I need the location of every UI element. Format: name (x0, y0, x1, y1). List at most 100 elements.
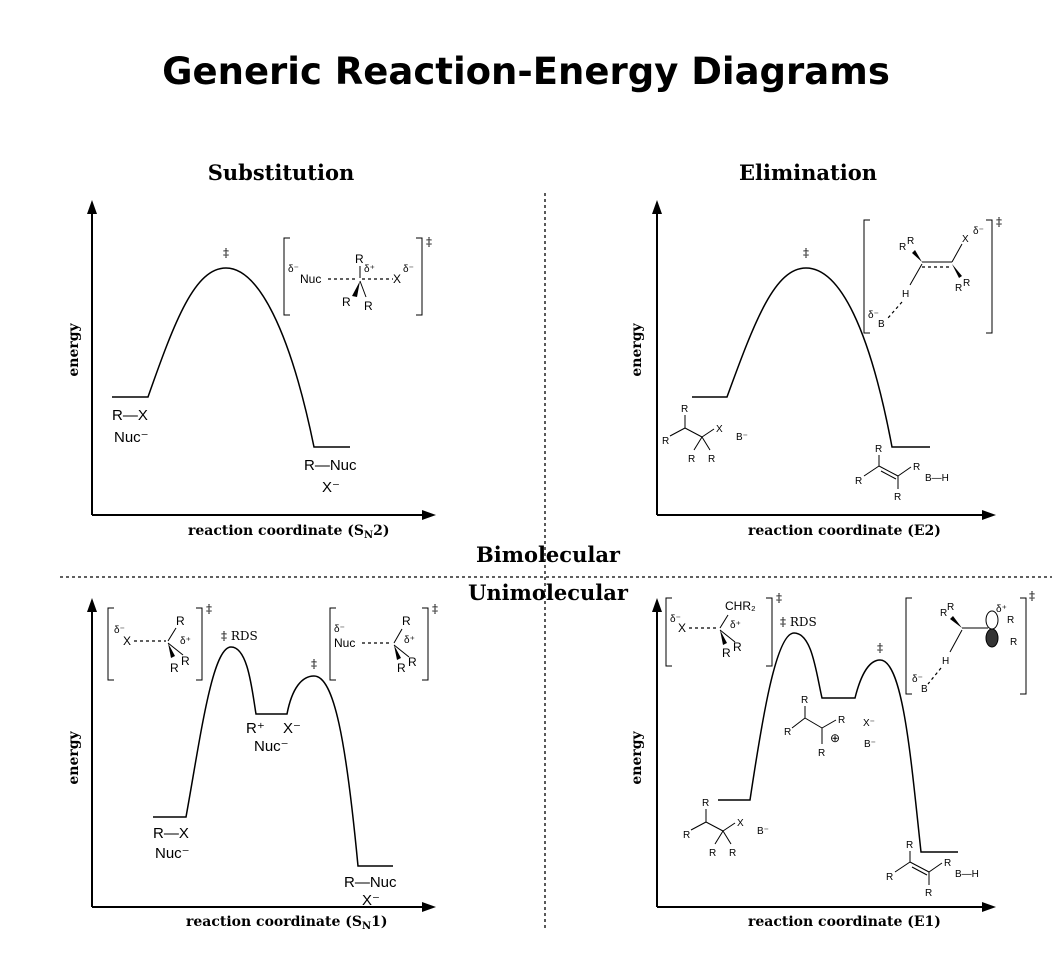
svg-text:B⁻: B⁻ (736, 432, 748, 443)
e1-y-arrow (652, 598, 662, 612)
svg-text:X: X (737, 818, 744, 829)
svg-text:R: R (899, 242, 906, 253)
sn2-product-x: X⁻ (322, 479, 340, 496)
svg-text:R: R (397, 661, 406, 675)
svg-text:R: R (364, 299, 373, 313)
svg-text:X: X (123, 634, 131, 648)
e2-y-arrow (652, 200, 662, 214)
bimolecular-label: Bimolecular (476, 542, 621, 567)
sn1-diagram: energy reaction coordinate (SN1) ‡ RDS ‡… (66, 598, 438, 932)
e1-product-structure: R R R R B—H (886, 840, 979, 899)
svg-text:R: R (801, 695, 808, 706)
sn1-rds-mark: ‡ RDS (221, 629, 258, 643)
svg-text:B: B (921, 684, 928, 695)
sn2-energy-label: energy (66, 322, 82, 376)
svg-text:δ⁻: δ⁻ (973, 226, 984, 237)
e2-ts-mark: ‡ (803, 246, 809, 260)
e1-x-arrow (982, 902, 996, 912)
e1-rds-mark: ‡ RDS (780, 615, 817, 629)
e1-ts2-mark: ‡ (877, 641, 883, 655)
e2-axis-label: reaction coordinate (E2) (748, 523, 941, 539)
svg-text:δ⁺: δ⁺ (364, 264, 375, 275)
svg-text:R: R (342, 295, 351, 309)
svg-text:‡: ‡ (776, 591, 782, 605)
svg-text:Nuc: Nuc (300, 272, 321, 286)
page-title: Generic Reaction-Energy Diagrams (162, 50, 890, 93)
svg-text:δ⁻: δ⁻ (288, 264, 299, 275)
svg-text:δ⁻: δ⁻ (912, 674, 923, 685)
heading-elimination: Elimination (739, 160, 877, 185)
svg-text:B⁻: B⁻ (864, 739, 876, 750)
svg-text:δ⁺: δ⁺ (404, 635, 415, 646)
svg-text:R: R (818, 748, 825, 759)
svg-text:R: R (1007, 615, 1014, 626)
svg-text:δ⁻: δ⁻ (868, 310, 879, 321)
svg-text:Nuc: Nuc (334, 636, 355, 650)
svg-text:R: R (408, 655, 417, 669)
svg-text:δ⁺: δ⁺ (730, 620, 741, 631)
svg-text:R: R (875, 444, 882, 455)
sn2-x-arrow (422, 510, 436, 520)
e1-intermediate-structure: R R R R ⊕ X⁻ B⁻ (784, 695, 876, 759)
sn1-intermediate-r: R⁺ (246, 720, 265, 737)
svg-text:R: R (722, 646, 731, 660)
sn1-intermediate-nuc: Nuc⁻ (254, 738, 289, 755)
e2-energy-label: energy (629, 322, 645, 376)
svg-text:X: X (678, 621, 686, 635)
sn1-ts1-structure: ‡ δ⁻ X R δ⁺ R R (107, 602, 212, 681)
svg-text:R: R (176, 614, 185, 628)
svg-text:R: R (906, 840, 913, 851)
sn2-ts-mark: ‡ (223, 246, 229, 260)
sn1-reactant-nuc: Nuc⁻ (155, 845, 190, 862)
svg-text:R: R (955, 283, 962, 294)
e2-ts-structure: ‡ R R X δ⁻ R R H δ⁻ B (863, 215, 1002, 334)
sn2-reactant-rx: R—X (112, 407, 148, 424)
sn1-y-arrow (87, 598, 97, 612)
svg-text:R: R (688, 454, 695, 465)
svg-text:R: R (907, 236, 914, 247)
svg-text:R: R (702, 798, 709, 809)
sn1-energy-curve (153, 646, 393, 867)
svg-text:δ⁺: δ⁺ (180, 636, 191, 647)
sn2-diagram: energy reaction coordinate (SN2) ‡ R—X N… (66, 200, 436, 541)
e1-reactant-structure: R R X R R B⁻ (683, 798, 769, 859)
sn1-axis-label: reaction coordinate (SN1) (186, 914, 388, 932)
svg-text:δ⁺: δ⁺ (996, 604, 1007, 615)
sn1-ts2-mark: ‡ (311, 657, 317, 671)
svg-text:R: R (940, 608, 947, 619)
svg-text:‡: ‡ (206, 602, 212, 616)
svg-text:‡: ‡ (1029, 589, 1035, 603)
svg-text:R: R (925, 888, 932, 899)
svg-text:X: X (716, 424, 723, 435)
svg-text:R: R (662, 436, 669, 447)
e2-product-structure: R R R R B—H (855, 444, 949, 503)
svg-text:‡: ‡ (996, 215, 1002, 229)
sn1-product-x: X⁻ (362, 892, 380, 909)
svg-text:X⁻: X⁻ (863, 718, 875, 729)
svg-text:X: X (962, 234, 969, 245)
sn1-product-rnuc: R—Nuc (344, 874, 397, 891)
sn2-ts-structure: ‡ δ⁻ Nuc R δ⁺ X δ⁻ R R (283, 235, 432, 316)
svg-text:δ⁻: δ⁻ (114, 625, 125, 636)
heading-substitution: Substitution (208, 160, 355, 185)
svg-text:R: R (784, 727, 791, 738)
sn2-product-rnuc: R—Nuc (304, 457, 357, 474)
svg-text:R: R (708, 454, 715, 465)
svg-text:H: H (942, 656, 949, 667)
svg-text:R: R (729, 848, 736, 859)
svg-text:X: X (393, 272, 401, 286)
sn2-y-arrow (87, 200, 97, 214)
e2-x-arrow (982, 510, 996, 520)
e1-ts2-structure: ‡ R R δ⁺ R R H δ⁻ B (905, 589, 1035, 695)
svg-text:R: R (170, 661, 179, 675)
svg-text:δ⁻: δ⁻ (670, 614, 681, 625)
svg-text:R: R (855, 476, 862, 487)
e2-diagram: energy reaction coordinate (E2) ‡ R R X … (629, 200, 1002, 539)
svg-text:R: R (886, 872, 893, 883)
e1-energy-curve (718, 632, 958, 853)
svg-text:B⁻: B⁻ (757, 826, 769, 837)
e2-energy-curve (692, 267, 930, 448)
e1-diagram: energy reaction coordinate (E1) ‡ RDS ‡ … (629, 589, 1035, 930)
svg-text:R: R (1010, 637, 1017, 648)
svg-text:δ⁻: δ⁻ (403, 264, 414, 275)
